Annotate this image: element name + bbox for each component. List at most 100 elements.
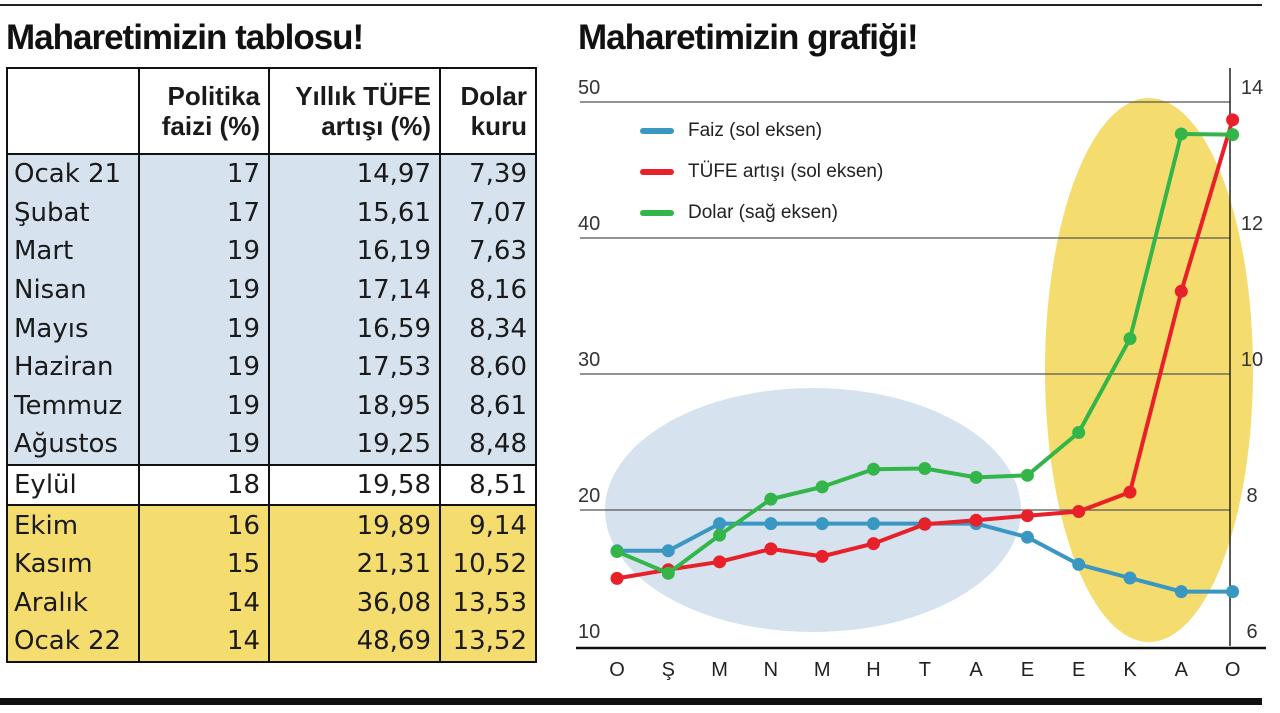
legend-swatch (640, 127, 674, 134)
cell-dolar: 8,60 (439, 347, 537, 387)
cell-faiz: 18 (138, 463, 270, 507)
right-axis-tick-label: 10 (1241, 349, 1263, 371)
data-point (1123, 571, 1137, 585)
data-point (610, 571, 624, 585)
cell-faiz: 19 (138, 309, 270, 348)
cell-dolar: 7,07 (439, 193, 537, 233)
table-row: Şubat 17 15,61 7,07 (6, 193, 537, 233)
data-point (1072, 504, 1086, 518)
cell-dolar: 13,52 (439, 622, 537, 663)
table-row: Haziran 19 17,53 8,60 (6, 347, 537, 387)
cell-tufe: 17,53 (268, 347, 441, 387)
data-point (969, 513, 983, 527)
table-row: Ocak 21 17 14,97 7,39 (6, 154, 537, 194)
cell-month: Temmuz (6, 386, 140, 426)
data-point (1020, 530, 1034, 544)
table-row: Temmuz 19 18,95 8,61 (6, 386, 537, 426)
cell-dolar: 13,53 (439, 583, 537, 623)
cell-tufe: 16,59 (268, 309, 441, 348)
cell-faiz: 17 (138, 193, 270, 233)
x-axis-tick-label: E (1072, 659, 1085, 681)
data-point (867, 462, 880, 476)
header-dolar: Dolar kuru (439, 67, 537, 155)
x-axis-tick-label: N (764, 659, 778, 681)
table-row: Kasım 15 21,31 10,52 (6, 544, 537, 584)
data-point (764, 517, 778, 531)
table-row: Ekim 16 19,89 9,14 (6, 505, 537, 545)
x-axis-tick-label: E (1021, 659, 1034, 681)
cell-faiz: 17 (138, 154, 270, 194)
x-axis-tick-label: A (1175, 659, 1189, 681)
table-row: Eylül 18 19,58 8,51 (6, 463, 537, 507)
line-chart: 10 20 30 40 50 6 8 10 12 14 O Ş M N M H T A E E K A O (576, 68, 1266, 681)
cell-tufe: 16,19 (268, 232, 441, 271)
right-axis-tick-label: 12 (1241, 213, 1263, 235)
data-point (1020, 509, 1034, 523)
x-axis-tick-label: H (866, 659, 880, 681)
cell-faiz: 19 (138, 425, 270, 465)
cell-tufe: 36,08 (268, 583, 441, 623)
left-axis-tick-label: 10 (578, 621, 600, 643)
legend-swatch (640, 168, 674, 175)
table-row: Ağustos 19 19,25 8,48 (6, 425, 537, 465)
left-axis-tick-label: 30 (578, 349, 600, 371)
cell-dolar: 8,16 (439, 270, 537, 310)
cell-tufe: 18,95 (268, 386, 441, 426)
cell-dolar: 9,14 (439, 505, 537, 545)
cell-dolar: 8,61 (439, 386, 537, 426)
cell-tufe: 19,25 (268, 425, 441, 465)
cell-dolar: 8,51 (439, 463, 537, 507)
data-point (815, 517, 829, 531)
legend-item: TÜFE artışı (sol eksen) (640, 161, 883, 183)
table-row: Aralık 14 36,08 13,53 (6, 583, 537, 623)
right-axis-tick-label: 6 (1246, 621, 1257, 643)
chart-title: Maharetimizin grafiği! (578, 18, 919, 57)
cell-month: Aralık (6, 583, 140, 623)
data-point (713, 555, 727, 569)
cell-month: Ekim (6, 505, 140, 545)
cell-dolar: 7,63 (439, 232, 537, 271)
x-axis-tick-label: O (609, 659, 625, 681)
table-row: Mayıs 19 16,59 8,34 (6, 309, 537, 348)
data-point (1226, 585, 1240, 599)
cell-month: Mayıs (6, 309, 140, 348)
cell-dolar: 10,52 (439, 544, 537, 584)
data-point (1226, 128, 1240, 142)
x-axis-tick-label: Ş (662, 659, 675, 681)
legend-item: Dolar (sağ eksen) (640, 202, 838, 224)
data-point (661, 566, 675, 580)
cell-faiz: 19 (138, 270, 270, 310)
legend-label: Faiz (sol eksen) (688, 120, 823, 141)
data-point (1174, 585, 1188, 599)
data-point (867, 517, 880, 531)
cell-faiz: 14 (138, 583, 270, 623)
data-point (610, 544, 624, 558)
data-point (1174, 284, 1188, 298)
legend-label: TÜFE artışı (sol eksen) (688, 161, 884, 182)
x-axis-tick-label: M (711, 659, 728, 681)
data-point (1226, 113, 1240, 127)
data-point (815, 549, 829, 563)
cell-tufe: 19,89 (268, 505, 441, 545)
right-axis-tick-label: 14 (1241, 77, 1263, 99)
left-axis-tick-label: 20 (578, 485, 600, 507)
x-axis-tick-label: M (814, 659, 831, 681)
data-point (815, 480, 829, 494)
data-point (1072, 557, 1086, 571)
cell-tufe: 14,97 (268, 154, 441, 194)
cell-faiz: 14 (138, 622, 270, 663)
cell-faiz: 19 (138, 347, 270, 387)
bottom-rule (0, 698, 1262, 705)
cell-faiz: 16 (138, 505, 270, 545)
cell-dolar: 8,34 (439, 309, 537, 348)
x-axis-tick-label: A (969, 659, 983, 681)
data-point (1174, 127, 1188, 141)
data-point (713, 517, 727, 531)
right-axis-tick-label: 8 (1246, 485, 1257, 507)
header-month (6, 67, 140, 155)
legend-swatch (640, 209, 674, 216)
left-axis-tick-label: 40 (578, 213, 600, 235)
data-point (918, 462, 932, 476)
legend-item: Faiz (sol eksen) (640, 120, 822, 142)
data-point (1123, 332, 1137, 346)
